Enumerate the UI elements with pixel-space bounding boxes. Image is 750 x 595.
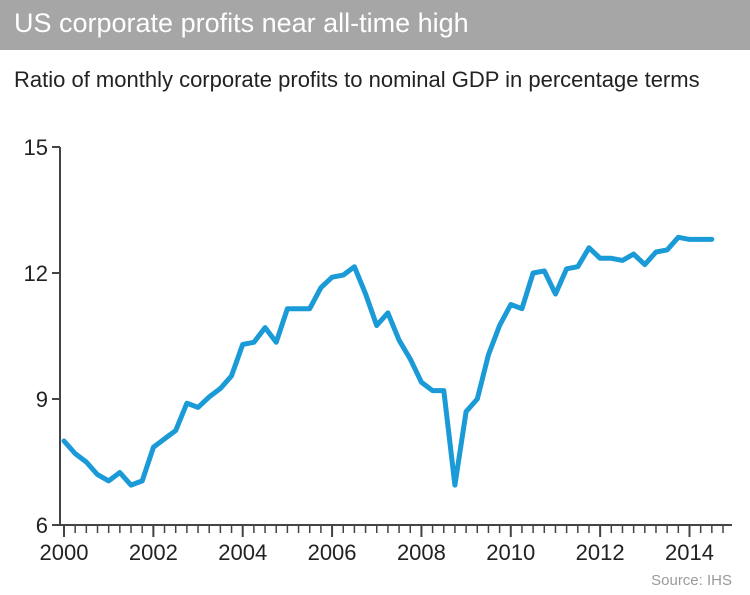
series-group <box>61 234 715 488</box>
series-line <box>61 234 715 488</box>
y-tick-label: 6 <box>36 513 48 538</box>
x-tick-label: 2004 <box>218 540 267 565</box>
title-bar: US corporate profits near all-time high <box>0 0 750 50</box>
x-tick-label: 2012 <box>576 540 625 565</box>
chart-title: US corporate profits near all-time high <box>14 8 469 38</box>
y-tick-label: 12 <box>24 261 48 286</box>
x-tick-label: 2008 <box>397 540 446 565</box>
y-axis-ticks: 6 9 12 15 <box>24 135 60 538</box>
x-tick-label: 2002 <box>129 540 178 565</box>
chart-axes <box>59 147 732 533</box>
y-tick-label: 15 <box>24 135 48 160</box>
x-tick-label: 2000 <box>40 540 89 565</box>
x-tick-label: 2014 <box>665 540 714 565</box>
source-note: Source: IHS <box>651 572 732 589</box>
x-tick-label: 2006 <box>308 540 357 565</box>
x-tick-label: 2010 <box>486 540 535 565</box>
x-axis-ticks: 2000 2002 2004 2006 2008 2010 2012 2014 <box>40 525 714 565</box>
chart-subtitle: Ratio of monthly corporate profits to no… <box>14 67 700 92</box>
y-tick-label: 9 <box>36 387 48 412</box>
x-axis-minor-ticks <box>63 525 724 533</box>
